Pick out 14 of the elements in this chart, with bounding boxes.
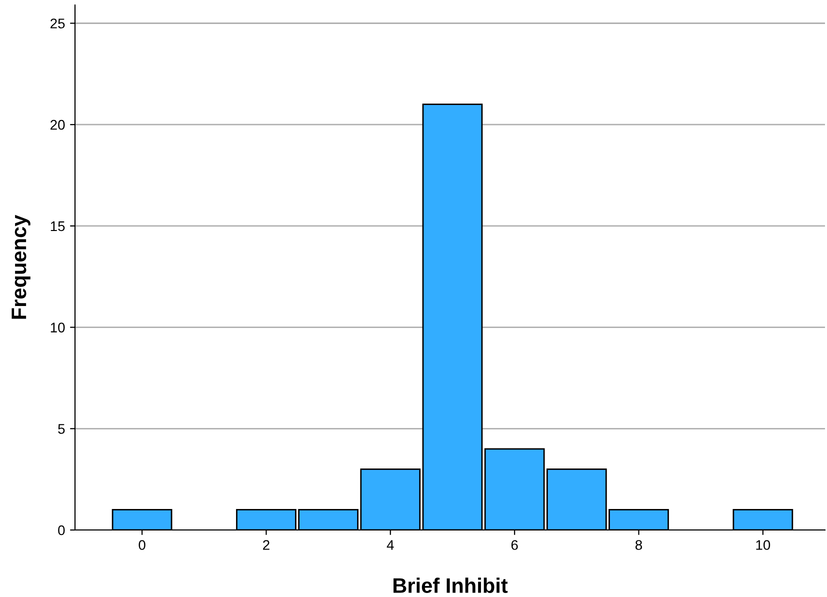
y-tick-label: 20: [50, 120, 65, 130]
y-tick-label: 10: [50, 322, 65, 332]
y-tick-label: 25: [50, 18, 65, 28]
y-tick-label: 5: [58, 424, 65, 434]
x-tick-label: 10: [756, 540, 770, 550]
x-axis-title: Brief Inhibit: [394, 578, 508, 593]
x-tick-label: 2: [263, 540, 270, 550]
x-tick-label: 8: [635, 540, 642, 550]
x-tick-label: 6: [511, 540, 518, 550]
x-tick-label: 0: [138, 540, 146, 550]
y-tick-label: 0: [58, 525, 65, 536]
x-tick-label: 4: [386, 540, 394, 550]
y-axis-title: Frequency: [12, 214, 30, 319]
y-tick-label: 15: [50, 221, 65, 232]
